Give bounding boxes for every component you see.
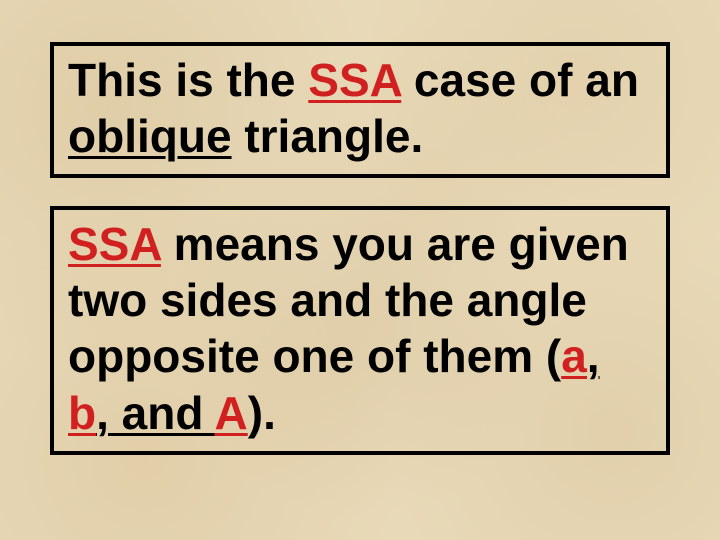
text-fragment: ). bbox=[248, 387, 276, 439]
var-b: b bbox=[68, 387, 96, 439]
ssa-term: SSA bbox=[308, 54, 401, 106]
text-fragment: This is the bbox=[68, 54, 308, 106]
text-fragment: triangle. bbox=[232, 110, 424, 162]
ssa-term: SSA bbox=[68, 218, 161, 270]
text-fragment: case of an bbox=[401, 54, 639, 106]
text-fragment: , bbox=[587, 330, 600, 382]
var-upper-a: A bbox=[215, 387, 248, 439]
box-ssa-definition: SSA means you are given two sides and th… bbox=[50, 206, 670, 454]
var-a: a bbox=[561, 330, 587, 382]
text-ssa-definition: SSA means you are given two sides and th… bbox=[68, 216, 652, 440]
text-fragment: , and bbox=[96, 387, 214, 439]
text-ssa-case: This is the SSA case of an oblique trian… bbox=[68, 52, 652, 164]
box-ssa-case: This is the SSA case of an oblique trian… bbox=[50, 42, 670, 178]
oblique-term: oblique bbox=[68, 110, 232, 162]
